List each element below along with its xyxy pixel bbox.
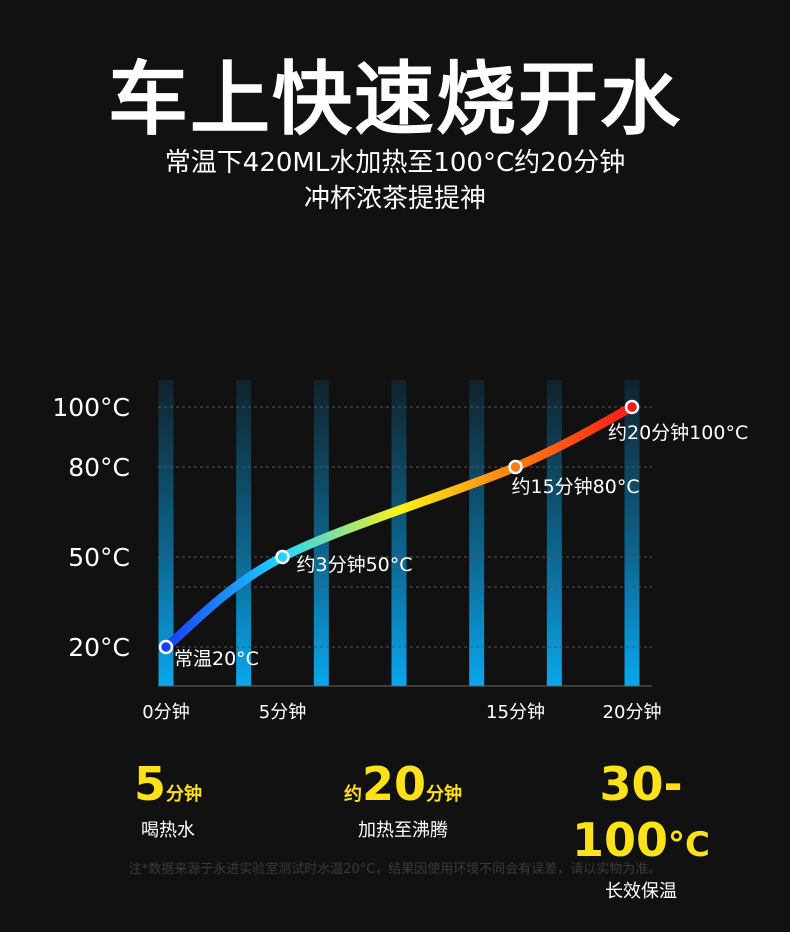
footnote: 注*数据来源于永进实验室测试时水温20°C，结果因使用环境不同会有误差，请以实物… (128, 862, 662, 877)
x-tick-label: 15分钟 (486, 702, 545, 723)
x-tick-label: 5分钟 (259, 702, 306, 723)
stat-drink: 5分钟 喝热水 (58, 756, 278, 842)
stat-keepwarm-caption: 长效保温 (605, 881, 677, 902)
point-label: 约20分钟100°C (608, 422, 748, 444)
stat-keepwarm-value: 30-100 (572, 757, 683, 867)
stat-drink-caption: 喝热水 (141, 820, 195, 841)
y-tick-label: 80°C (68, 453, 130, 482)
stat-keepwarm: 30-100°C 长效保温 (531, 756, 751, 903)
stat-drink-value: 5 (133, 757, 166, 811)
stat-boil: 约20分钟 加热至沸腾 (293, 756, 513, 842)
subtitle-line-2: 冲杯浓茶提提神 (303, 184, 486, 214)
background-bar (158, 380, 174, 686)
stat-boil-caption: 加热至沸腾 (358, 820, 448, 841)
stat-boil-prefix: 约 (343, 784, 362, 805)
x-tick-label: 20分钟 (603, 702, 662, 723)
subtitle-line-1: 常温下420ML水加热至100°C约20分钟 (164, 148, 626, 178)
stat-keepwarm-unit: °C (668, 825, 710, 865)
background-bar (624, 380, 640, 686)
stat-boil-unit: 分钟 (426, 784, 462, 805)
data-point (508, 459, 523, 475)
background-bar (546, 380, 562, 686)
data-point (158, 639, 174, 655)
stat-boil-value: 20 (361, 757, 426, 811)
x-tick-label: 0分钟 (142, 702, 189, 723)
data-point (624, 399, 640, 415)
stat-drink-unit: 分钟 (166, 784, 202, 805)
data-point (275, 549, 290, 565)
y-tick-label: 20°C (68, 633, 130, 662)
y-tick-label: 50°C (68, 543, 130, 572)
background-bar (391, 380, 407, 686)
point-label: 约15分钟80°C (512, 476, 640, 498)
heating-chart: 100°C 80°C 50°C 20°C 0分钟 5分钟 15分钟 20分钟 常温20°C 约… (52, 380, 748, 723)
background-bar (313, 380, 329, 686)
temperature-curve (161, 402, 637, 652)
background-bar (236, 380, 252, 686)
point-label: 约3分钟50°C (297, 554, 413, 576)
background-bar (469, 380, 485, 686)
point-label: 常温20°C (174, 648, 259, 670)
y-tick-label: 100°C (52, 393, 130, 422)
page-title: 车上快速烧开水 (108, 53, 682, 146)
